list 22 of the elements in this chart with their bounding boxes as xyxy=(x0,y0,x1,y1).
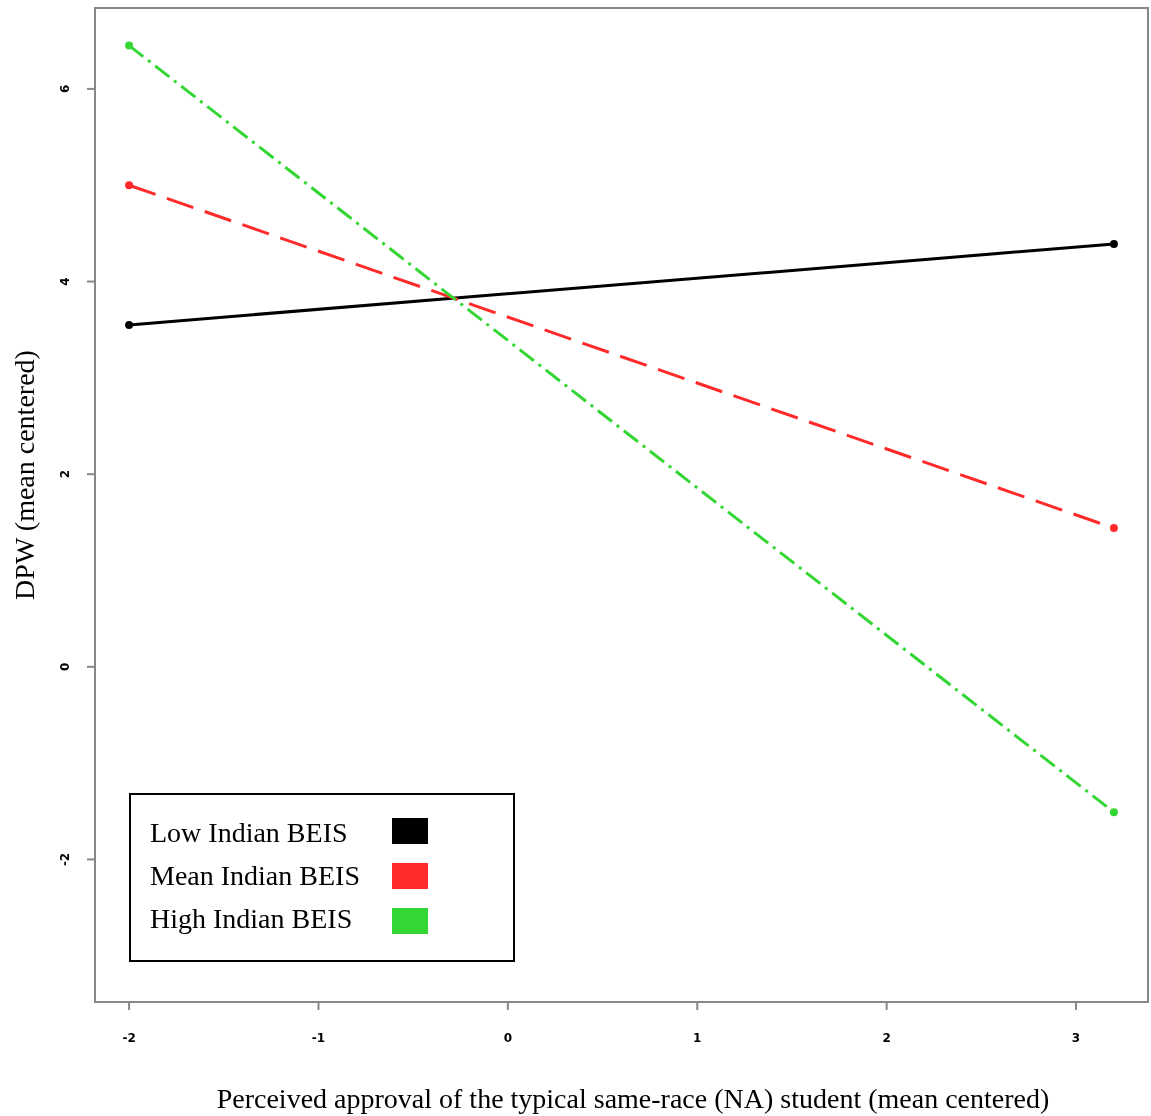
x-tick-label: 2 xyxy=(882,1031,891,1045)
legend-label: High Indian BEIS xyxy=(150,903,353,934)
y-tick-label: 0 xyxy=(58,662,72,671)
x-tick-label: 3 xyxy=(1071,1031,1081,1045)
y-axis-title: DPW (mean centered) xyxy=(9,350,40,600)
y-tick-label: -2 xyxy=(58,852,72,867)
x-tick-label: 1 xyxy=(693,1031,702,1045)
y-tick-label: 4 xyxy=(58,277,72,286)
x-axis-title: Perceived approval of the typical same-race (NA) student (mean centered) xyxy=(216,1083,1050,1114)
x-tick-label: 0 xyxy=(503,1031,513,1045)
point xyxy=(1109,239,1118,248)
legend-label: Mean Indian BEIS xyxy=(150,860,360,891)
legend-label: Low Indian BEIS xyxy=(150,817,348,848)
point xyxy=(125,41,134,50)
point xyxy=(125,320,134,329)
y-tick-label: 2 xyxy=(58,470,72,479)
x-tick-label: -2 xyxy=(122,1031,136,1045)
y-tick-label: 6 xyxy=(58,84,72,94)
point xyxy=(125,181,134,190)
point xyxy=(1109,524,1118,533)
x-tick-label: -1 xyxy=(311,1031,326,1045)
point xyxy=(1109,808,1118,817)
